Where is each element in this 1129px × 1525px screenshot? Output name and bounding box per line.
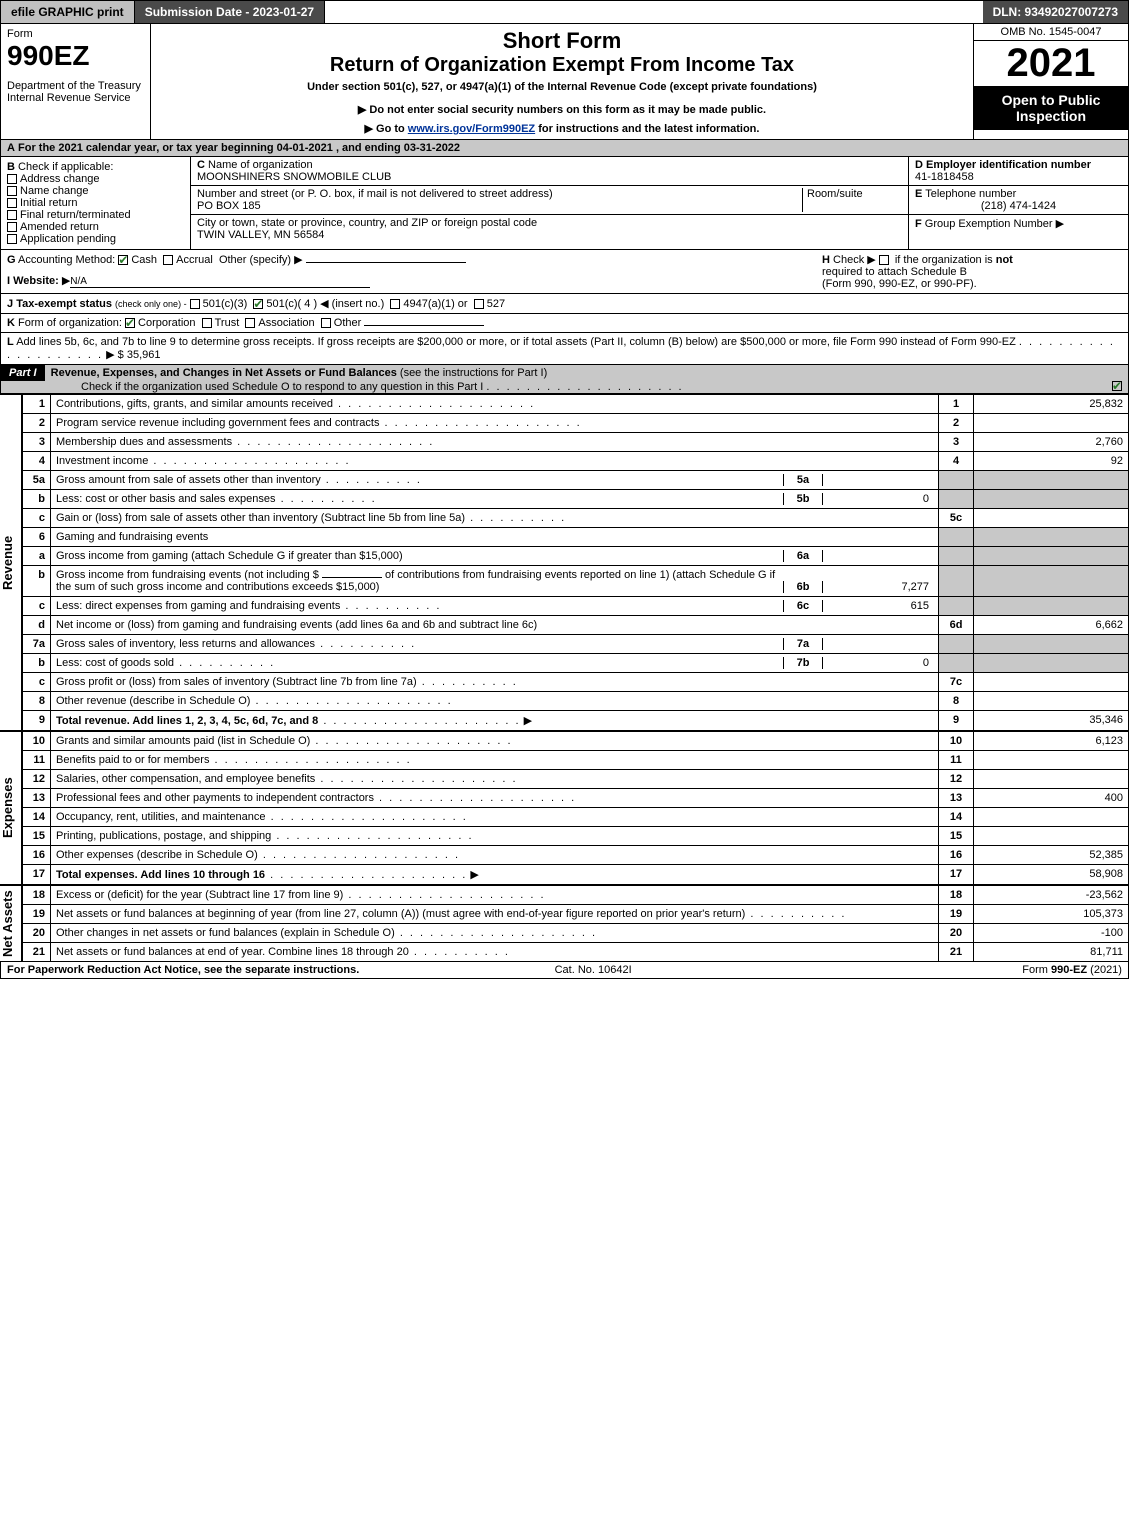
cb-trust[interactable] (202, 318, 212, 328)
section-def: D Employer identification number 41-1818… (908, 157, 1128, 249)
room-suite-label: Room/suite (802, 188, 902, 212)
form-header: Form 990EZ Department of the Treasury In… (0, 24, 1129, 140)
b-label: Check if applicable: (18, 161, 113, 173)
dln: DLN: 93492027007273 (983, 1, 1128, 23)
goto-post: for instructions and the latest informat… (535, 123, 759, 135)
side-net-assets: Net Assets (0, 885, 22, 962)
f-label: Group Exemption Number (925, 218, 1053, 230)
cb-application-pending[interactable]: Application pending (7, 233, 184, 245)
section-j: J Tax-exempt status (check only one) - 5… (0, 294, 1129, 314)
footer-left: For Paperwork Reduction Act Notice, see … (7, 964, 359, 976)
revenue-table: 1Contributions, gifts, grants, and simil… (22, 394, 1129, 731)
cb-501c3[interactable] (190, 299, 200, 309)
website: N/A (70, 276, 370, 288)
i-label: Website: (13, 275, 59, 287)
goto-arrow: Go to (365, 123, 408, 135)
form-990ez: efile GRAPHIC print Submission Date - 20… (0, 0, 1129, 979)
ein: 41-1818458 (915, 171, 974, 183)
cb-initial-return[interactable]: Initial return (7, 197, 184, 209)
g-label: Accounting Method: (18, 254, 115, 266)
org-name: MOONSHINERS SNOWMOBILE CLUB (197, 171, 391, 183)
footer-cat: Cat. No. 10642I (555, 964, 632, 976)
section-l: L Add lines 5b, 6c, and 7b to line 9 to … (0, 333, 1129, 365)
cb-501c[interactable] (253, 299, 263, 309)
section-gh: G Accounting Method: Cash Accrual Other … (0, 250, 1129, 294)
telephone: (218) 474-1424 (915, 200, 1122, 212)
topbar: efile GRAPHIC print Submission Date - 20… (0, 0, 1129, 24)
cb-accrual[interactable] (163, 255, 173, 265)
submission-date: Submission Date - 2023-01-27 (135, 1, 325, 23)
form-label: Form (7, 28, 144, 40)
side-revenue: Revenue (0, 394, 22, 731)
side-expenses: Expenses (0, 731, 22, 885)
subtitle-1: Under section 501(c), 527, or 4947(a)(1)… (157, 81, 967, 93)
cb-name-change[interactable]: Name change (7, 185, 184, 197)
k-label: Form of organization: (18, 317, 122, 329)
e-tel-label: Telephone number (925, 188, 1016, 200)
irs-label: Internal Revenue Service (7, 92, 144, 104)
c-city-label: City or town, state or province, country… (197, 217, 537, 229)
dept-treasury: Department of the Treasury (7, 80, 144, 92)
section-k: K Form of organization: Corporation Trus… (0, 314, 1129, 333)
irs-link[interactable]: www.irs.gov/Form990EZ (408, 123, 535, 135)
cb-final-return[interactable]: Final return/terminated (7, 209, 184, 221)
cb-association[interactable] (245, 318, 255, 328)
cb-address-change[interactable]: Address change (7, 173, 184, 185)
page-footer: For Paperwork Reduction Act Notice, see … (0, 962, 1129, 979)
org-city: TWIN VALLEY, MN 56584 (197, 229, 324, 241)
c-street-label: Number and street (or P. O. box, if mail… (197, 188, 553, 200)
d-ein-label: Employer identification number (926, 159, 1091, 171)
part-1-note: (see the instructions for Part I) (400, 367, 547, 379)
part-1-header: Part I Revenue, Expenses, and Changes in… (0, 365, 1129, 394)
cb-schedule-o[interactable] (1112, 381, 1122, 391)
open-to-public: Open to Public Inspection (974, 86, 1128, 130)
expenses-table: 10Grants and similar amounts paid (list … (22, 731, 1129, 885)
tax-year: 2021 (974, 41, 1128, 86)
subtitle-2: Do not enter social security numbers on … (157, 103, 967, 116)
form-number: 990EZ (7, 40, 144, 72)
l-text: Add lines 5b, 6c, and 7b to line 9 to de… (16, 336, 1016, 348)
cb-amended-return[interactable]: Amended return (7, 221, 184, 233)
cb-4947[interactable] (390, 299, 400, 309)
cb-cash[interactable] (118, 255, 128, 265)
efile-print-button[interactable]: efile GRAPHIC print (1, 1, 135, 23)
j-label: Tax-exempt status (16, 298, 112, 310)
cb-other[interactable] (321, 318, 331, 328)
l-amount: $ 35,961 (118, 349, 161, 361)
net-assets-table: 18Excess or (deficit) for the year (Subt… (22, 885, 1129, 962)
section-bcd: B Check if applicable: Address change Na… (0, 157, 1129, 250)
omb-number: OMB No. 1545-0047 (974, 24, 1128, 41)
subtitle-3: Go to www.irs.gov/Form990EZ for instruct… (157, 122, 967, 135)
c-name-label: Name of organization (208, 159, 313, 171)
part-1-title: Revenue, Expenses, and Changes in Net As… (51, 367, 397, 379)
section-a: A For the 2021 calendar year, or tax yea… (0, 140, 1129, 157)
lines-container: Revenue 1Contributions, gifts, grants, a… (0, 394, 1129, 731)
cb-527[interactable] (474, 299, 484, 309)
part-1-check-line: Check if the organization used Schedule … (1, 381, 483, 393)
section-b: B Check if applicable: Address change Na… (1, 157, 191, 249)
return-title: Return of Organization Exempt From Incom… (157, 54, 967, 77)
section-c: C Name of organization MOONSHINERS SNOWM… (191, 157, 908, 249)
f-arrow-icon: ▶ (1056, 218, 1064, 230)
part-1-bar: Part I (1, 365, 45, 381)
section-a-text: For the 2021 calendar year, or tax year … (18, 142, 460, 154)
short-form-title: Short Form (157, 28, 967, 54)
footer-right: Form 990-EZ (2021) (1022, 964, 1122, 976)
org-street: PO BOX 185 (197, 200, 261, 212)
cb-corporation[interactable] (125, 318, 135, 328)
cb-schedule-b[interactable] (879, 255, 889, 265)
